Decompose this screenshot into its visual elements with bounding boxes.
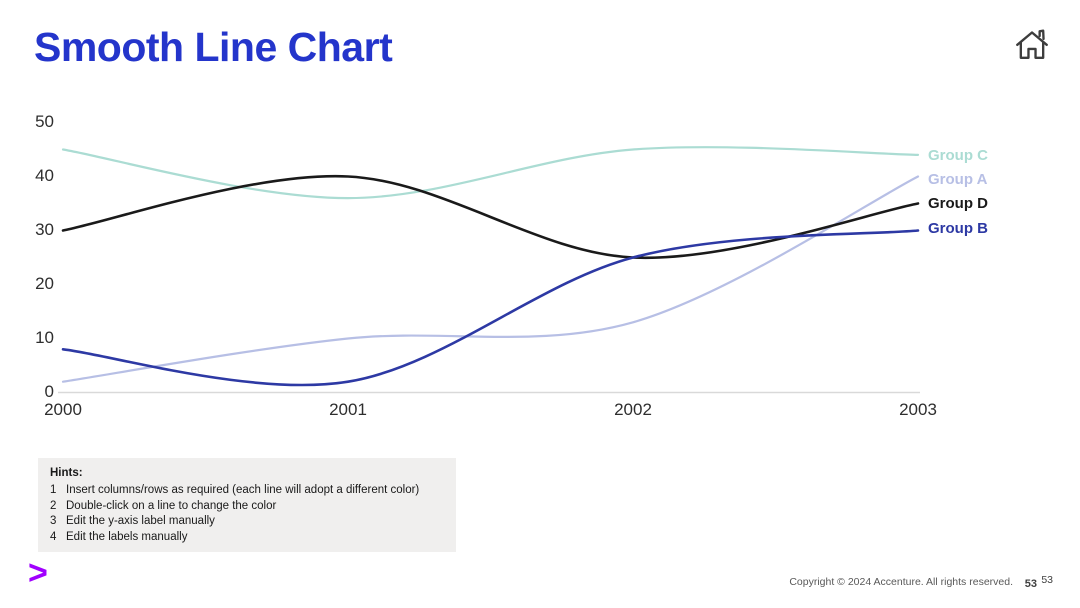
hint-number: 2 [50,499,57,512]
line-group-a[interactable] [61,175,920,383]
legend-group-a[interactable]: Group A [928,171,988,188]
x-tick-label: 2001 [329,400,367,419]
x-tick-label: 2000 [44,400,82,419]
chart-canvas [58,146,920,394]
y-tick-label: 10 [35,328,54,347]
hints-box: Hints: 1 Insert columns/rows as required… [38,458,456,552]
legend-group-c[interactable]: Group C [928,147,988,164]
legend-group-d[interactable]: Group D [928,195,988,212]
copyright-text: Copyright © 2024 Accenture. All rights r… [789,576,1013,588]
y-tick-label: 30 [35,220,54,239]
hint-text: Insert columns/rows as required (each li… [66,484,420,496]
y-tick-label: 0 [44,382,54,401]
page-number-bold: 53 [1024,578,1037,590]
hint-number: 1 [50,484,57,496]
x-tick-label: 2003 [899,400,937,419]
hint-item: 3 Edit the y-axis label manually [50,514,444,530]
hint-item: 2 Double-click on a line to change the c… [50,499,444,515]
home-button[interactable] [1012,26,1052,66]
hint-item: 1 Insert columns/rows as required (each … [50,483,444,499]
hint-text: Edit the labels manually [66,530,188,543]
legend-group-b[interactable]: Group B [928,220,988,237]
accenture-logo-icon: > [28,554,48,592]
line-chart: 50 40 30 20 10 0 2000 2001 2002 2003 Gro… [35,112,988,419]
page-title: Smooth Line Chart [34,24,393,70]
hint-number: 4 [50,530,57,543]
line-group-b[interactable] [61,229,920,387]
y-tick-label: 40 [35,166,54,185]
y-tick-label: 50 [35,112,54,131]
hints-heading: Hints: [50,467,83,479]
page-number: 53 [1041,574,1053,586]
line-group-d[interactable] [61,174,920,260]
hint-text: Edit the y-axis label manually [66,515,215,528]
hint-text: Double-click on a line to change the col… [66,499,277,512]
x-tick-label: 2002 [614,400,652,419]
home-icon [1016,29,1048,59]
hint-item: 4 Edit the labels manually [50,530,444,546]
y-tick-label: 20 [35,274,54,293]
line-group-c[interactable] [61,146,920,200]
hint-number: 3 [50,515,57,528]
